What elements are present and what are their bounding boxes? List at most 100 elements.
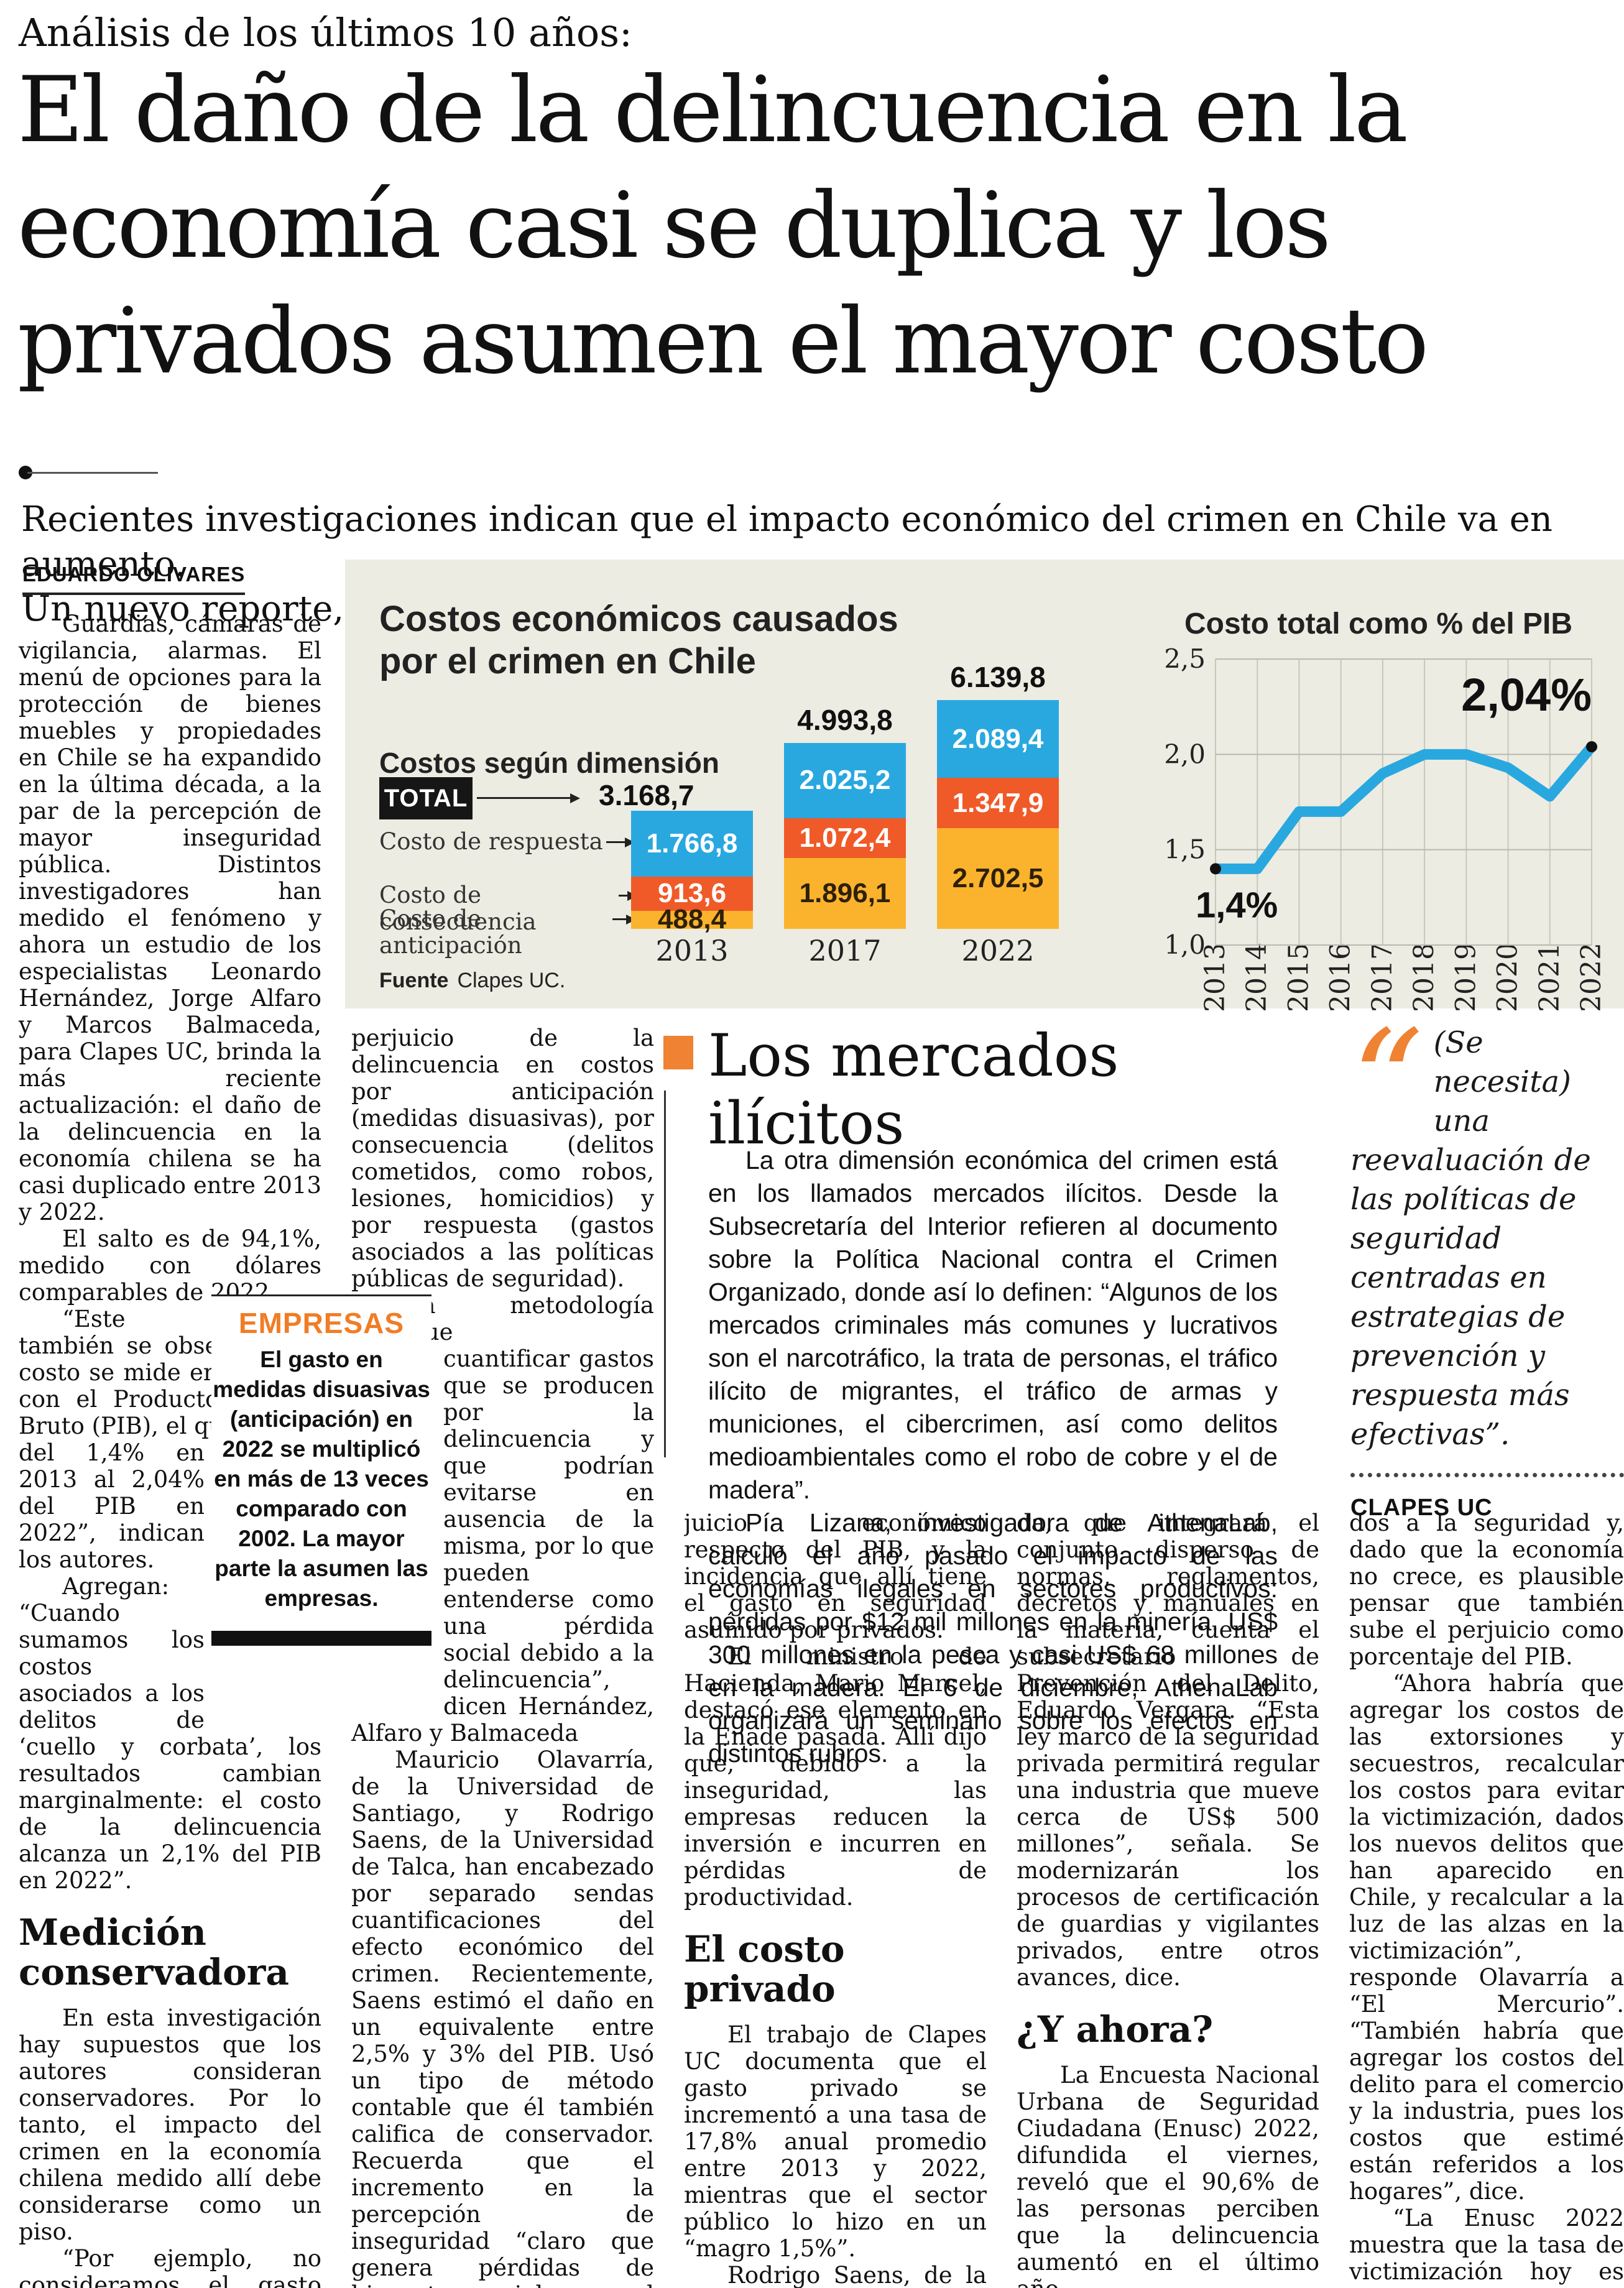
x-tick-label: 2017: [1367, 943, 1398, 1012]
stacked-bar-chart: 1.766,8 913,6 488,4 2013 2.025,2 1.072,4 1.896…: [631, 560, 1091, 967]
paragraph: “Por ejemplo, no consideramos el gasto c…: [19, 2245, 321, 2288]
section-left-rule: [664, 1091, 666, 1457]
subhead-medicion-conservadora: Medición conservadora: [19, 1911, 289, 1993]
quote-text-block: “(Se necesita) una reevaluación de las p…: [1350, 1000, 1624, 1454]
paragraph: Guardias, cámaras de vigilancia, alarmas…: [19, 611, 321, 1225]
infographic-panel: Costos económicos causados por el crimen…: [345, 560, 1624, 1012]
y-tick-label: 2,0: [1164, 739, 1206, 769]
paragraph: La otra dimensión económica del crimen e…: [708, 1146, 1278, 1504]
stacked-bar-2022: 2.089,4 1.347,9 2.702,5: [937, 700, 1059, 929]
paragraph: El trabajo de Clapes UC documenta que el…: [684, 2021, 987, 2262]
segment-value-label: 913,6: [657, 878, 727, 909]
paragraph: El ministro de Hacienda, Mario Marcel, d…: [684, 1643, 987, 1911]
stacked-bar-2017: 2.025,2 1.072,4 1.896,1: [784, 742, 906, 929]
segment-value-label: 488,4: [657, 904, 727, 935]
pull-quote: “(Se necesita) una reevaluación de las p…: [1350, 1000, 1624, 1521]
legend-costo-anticipacion: Costo de anticipación: [379, 905, 522, 959]
dotted-rule: [1350, 1473, 1624, 1477]
legend-costo-respuesta: Costo de respuesta: [379, 828, 603, 855]
paragraph: La Encuesta Nacional Urbana de Seguridad…: [1017, 2062, 1319, 2288]
x-tick-label: 2018: [1408, 943, 1440, 1012]
x-tick-label: 2020: [1492, 943, 1524, 1012]
bullet-dot: [19, 466, 32, 479]
x-tick-label: 2014: [1241, 943, 1273, 1012]
paragraph: “La Enusc 2022 muestra que la tasa de vi…: [1349, 2205, 1624, 2288]
article-column-4: da, que integrará el conjunto disperso d…: [1017, 1510, 1319, 2288]
segment-value-label: 1.347,9: [952, 787, 1044, 818]
article-column-3: juicio económico respecto del PIB, y la …: [684, 1510, 987, 2288]
segment-value-label: 1.766,8: [646, 828, 738, 859]
stacked-bar-2013: 1.766,8 913,6 488,4: [631, 811, 753, 934]
paragraph: juicio económico respecto del PIB, y la …: [684, 1510, 987, 1643]
paragraph: El salto es de 94,1%, medido con dólares…: [19, 1225, 321, 1306]
paragraph: Pía Lizana, investigadora de AthenaLab, …: [708, 1508, 1278, 1768]
bar-segment: 1.766,8: [631, 811, 753, 877]
total-value-2013: 3.168,7: [599, 779, 694, 811]
y-tick-label: 1,5: [1164, 834, 1206, 865]
empresas-box-body: El gasto en medidas disuasivas (anticipa…: [213, 1347, 430, 1611]
section-body: La otra dimensión económica del crimen e…: [708, 1144, 1278, 1770]
kicker: Análisis de los últimos 10 años:: [19, 10, 632, 55]
bar-segment: 1.347,9: [937, 778, 1059, 828]
paragraph: da, que integrará el conjunto disperso d…: [1017, 1510, 1319, 1991]
quote-attribution: CLAPES UC: [1350, 1495, 1493, 1521]
segment-value-label: 1.072,4: [799, 823, 891, 854]
mercados-ilicitos-section: Los mercados ilícitos La otra dimensión …: [662, 1022, 1279, 1768]
arrow-consecuencia: [619, 891, 637, 901]
paragraph: Agregan: “Cuando sumamos los costos asoc…: [19, 1573, 321, 1894]
paragraph: En esta investigación hay supuestos que …: [19, 2004, 321, 2245]
chart-source: Fuente Clapes UC.: [379, 969, 565, 993]
year-label: 2017: [808, 934, 882, 967]
bar-segment: 2.025,2: [784, 742, 906, 819]
article-column-5: dos a la seguridad y, dado que la econom…: [1349, 1510, 1624, 2288]
x-tick-label: 2019: [1450, 943, 1482, 1012]
box-bottom-bar: [211, 1631, 431, 1646]
segment-value-label: 2.089,4: [952, 723, 1044, 754]
x-tick-label: 2021: [1534, 943, 1566, 1012]
arrow-respuesta: [606, 837, 635, 847]
source-value: Clapes UC.: [457, 969, 566, 992]
legend-costo-consecuencia: Costo de consecuencia: [379, 882, 537, 935]
paragraph: Rodrigo Saens, de la U. de Talca, agrega…: [727, 2262, 987, 2288]
segment-value-label: 1.896,1: [799, 878, 891, 909]
paragraph: del 1,4% en 2013 al 2,04% del PIB en 202…: [19, 1439, 205, 1573]
total-tag: TOTAL: [379, 777, 473, 819]
article-column-2: perjuicio de la delincuencia en costos p…: [351, 1025, 654, 2288]
annotation-1-4: 1,4%: [1196, 885, 1278, 925]
quote-text: (Se necesita) una reevaluación de las po…: [1350, 1025, 1591, 1452]
box-top-rule: [211, 1294, 431, 1296]
open-quote-icon: “: [1350, 1000, 1424, 1166]
paragraph: perjuicio de la delincuencia en costos p…: [351, 1025, 654, 1292]
segment-value-label: 2.702,5: [952, 862, 1044, 893]
paragraph: dos a la seguridad y, dado que la econom…: [1349, 1510, 1624, 1670]
y-tick-label: 2,5: [1164, 644, 1206, 674]
year-label: 2022: [961, 934, 1035, 967]
line-chart-title: Costo total como % del PIB: [1184, 607, 1573, 640]
bar-segment: 488,4: [631, 904, 753, 934]
x-tick-label: 2015: [1283, 943, 1314, 1012]
y-tick-label: 1,0: [1164, 930, 1206, 960]
point-2013: [1210, 863, 1221, 875]
source-label: Fuente: [379, 969, 449, 992]
bullet-rule: [19, 465, 162, 480]
line-chart: 2013 2014 2015 2016 2017 2018 2019 2020 2021 2022…: [1164, 644, 1607, 1012]
x-tick-label: 2016: [1325, 943, 1357, 1012]
bar-segment: 1.072,4: [784, 818, 906, 859]
pib-line-series: [1210, 741, 1597, 874]
bar-segment: 2.089,4: [937, 700, 1059, 778]
bar-segment: 1.896,1: [784, 858, 906, 929]
headline: El daño de la delincuencia en la economí…: [17, 57, 1429, 394]
paragraph: cuantificar gastos que se producen por l…: [351, 1345, 654, 1746]
x-tick-label: 2022: [1576, 943, 1607, 1012]
section-title: Los mercados ilícitos: [708, 1022, 1119, 1158]
bar-chart-title: Costos económicos causados por el crimen…: [379, 599, 898, 681]
total-arrow: [477, 793, 580, 803]
total-value-2022: 6.139,8: [950, 661, 1046, 693]
bar-segment: 2.702,5: [937, 828, 1059, 929]
subhead-y-ahora: ¿Y ahora?: [1017, 2008, 1214, 2050]
total-value-2017: 4.993,8: [797, 703, 893, 736]
paragraph: Mauricio Olavarría, de la Universidad de…: [351, 1746, 654, 2288]
segment-value-label: 2.025,2: [799, 765, 891, 796]
x-tick-label: 2013: [1199, 943, 1231, 1012]
